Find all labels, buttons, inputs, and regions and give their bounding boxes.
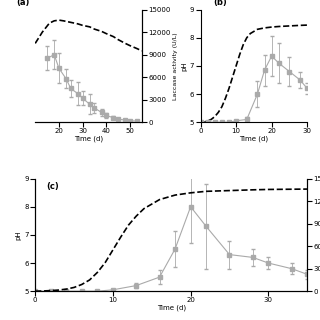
Text: (b): (b) (213, 0, 227, 7)
Y-axis label: pH: pH (16, 230, 22, 240)
Text: (a): (a) (16, 0, 29, 7)
X-axis label: Time (d): Time (d) (74, 136, 103, 142)
X-axis label: Time (d): Time (d) (239, 136, 268, 142)
X-axis label: Time (d): Time (d) (156, 305, 186, 311)
Text: (c): (c) (46, 182, 59, 191)
Y-axis label: pH: pH (181, 61, 187, 71)
Y-axis label: Laccase activity (U/L): Laccase activity (U/L) (173, 32, 178, 100)
